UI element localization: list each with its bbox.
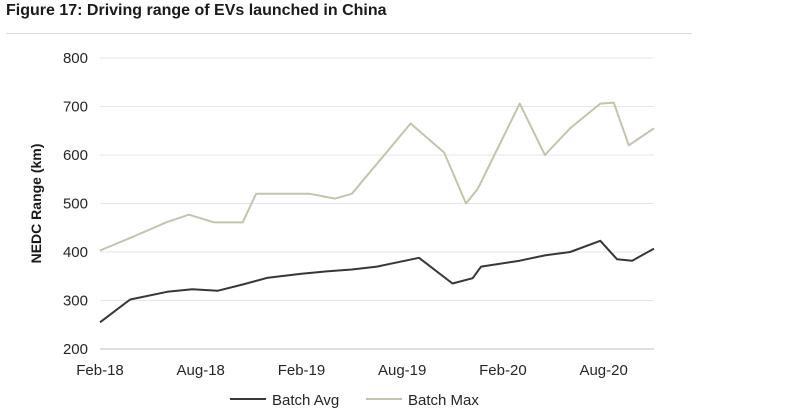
series-line-batch-avg bbox=[99, 239, 655, 324]
gridlines bbox=[100, 57, 654, 301]
legend-label: Batch Max bbox=[408, 392, 479, 409]
y-axis-title: NEDC Range (km) bbox=[28, 144, 44, 264]
legend-item: Batch Avg bbox=[230, 392, 339, 409]
y-tick-label: 600 bbox=[63, 147, 88, 164]
y-axis-ticks: 200 300 400 500 600 700 800 bbox=[63, 50, 88, 358]
legend-item: Batch Max bbox=[366, 392, 479, 409]
series-lines bbox=[99, 101, 655, 324]
x-axis-ticks: Feb-18 Aug-18 Feb-19 Aug-19 Feb-20 Aug-20 bbox=[76, 362, 628, 379]
y-tick-label: 200 bbox=[63, 341, 88, 358]
x-tick-label: Aug-20 bbox=[579, 362, 627, 379]
y-tick-label: 700 bbox=[63, 99, 88, 116]
series-line-batch-max bbox=[99, 101, 655, 252]
legend-label: Batch Avg bbox=[272, 392, 339, 409]
y-tick-label: 500 bbox=[63, 196, 88, 213]
title-divider bbox=[6, 33, 692, 34]
figure-title: Figure 17: Driving range of EVs launched… bbox=[6, 2, 387, 19]
x-tick-label: Feb-20 bbox=[479, 362, 527, 379]
x-tick-label: Aug-19 bbox=[378, 362, 426, 379]
y-tick-label: 300 bbox=[63, 293, 88, 310]
x-tick-label: Feb-19 bbox=[278, 362, 326, 379]
x-tick-label: Aug-18 bbox=[177, 362, 225, 379]
x-tick-label: Feb-18 bbox=[76, 362, 124, 379]
y-tick-label: 400 bbox=[63, 244, 88, 261]
legend: Batch Avg Batch Max bbox=[230, 392, 479, 409]
y-tick-label: 800 bbox=[63, 50, 88, 67]
